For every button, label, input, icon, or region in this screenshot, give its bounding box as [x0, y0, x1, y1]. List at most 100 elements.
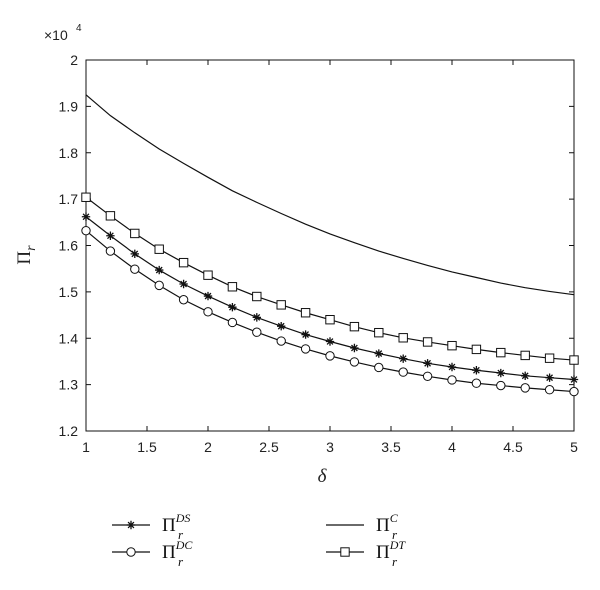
legend-label-sub: r [178, 554, 184, 569]
star-marker [374, 349, 383, 358]
square-marker [178, 257, 189, 268]
y-tick-label: 1.8 [59, 145, 79, 161]
star-marker [252, 313, 261, 322]
square-marker [81, 192, 91, 202]
y-scale-factor: ×10 4 [44, 23, 82, 43]
circle-marker [227, 317, 238, 328]
circle-marker [325, 351, 335, 361]
legend-label-main: Π [162, 542, 176, 563]
star-marker [277, 321, 286, 331]
circle-marker [496, 380, 506, 391]
x-tick-label: 4 [448, 439, 456, 455]
star-marker [155, 265, 164, 275]
legend-label-main: Π [376, 515, 390, 536]
square-marker [227, 282, 238, 292]
legend-entry-dt: ΠDT r [326, 538, 406, 569]
x-tick-label: 2.5 [259, 439, 279, 455]
star-marker [545, 373, 554, 382]
square-marker [252, 291, 262, 302]
legend-entry-dc: ΠDC r [112, 538, 193, 569]
y-axis-title-sub: r [24, 245, 39, 251]
circle-marker [105, 246, 116, 256]
star-marker [399, 354, 408, 363]
y-tick-label: 1.9 [59, 98, 79, 114]
star-marker [569, 375, 579, 384]
star-marker [203, 291, 213, 301]
legend-label: ΠC r [376, 511, 399, 542]
x-tick-label: 2 [204, 439, 212, 455]
y-tick-label: 1.7 [59, 191, 79, 207]
series-line [85, 230, 575, 393]
square-marker [203, 270, 213, 280]
y-tick-label: 1.3 [59, 377, 79, 393]
series-ds [81, 212, 579, 384]
y-axis-label: Πr [14, 245, 39, 265]
circle-marker [178, 295, 189, 305]
x-axis-title: δ [318, 466, 328, 487]
series-line [85, 196, 575, 361]
y-tick-label: 1.4 [59, 330, 79, 346]
circle-marker [154, 280, 164, 291]
circle-marker [471, 378, 482, 388]
circle-marker [276, 336, 286, 346]
star-marker [126, 520, 136, 530]
legend-label: ΠDC r [162, 538, 193, 569]
square-marker [496, 347, 506, 358]
plot-area: 1 1.5 2 2.5 3 3.5 4 4.5 5 1.2 1.3 1.4 1.5 1.6 1.7 1.8 1.… [59, 52, 579, 455]
square-marker [340, 547, 350, 557]
y-axis-title: Πr [14, 245, 39, 265]
legend-label-sup: DS [175, 511, 191, 525]
star-marker [301, 330, 310, 339]
square-marker [300, 308, 311, 318]
legend-label-sub: r [392, 527, 398, 542]
circle-marker [203, 307, 213, 317]
star-marker [228, 302, 237, 312]
legend-label-sub: r [392, 554, 398, 569]
ticks-layer: 1 1.5 2 2.5 3 3.5 4 4.5 5 1.2 1.3 1.4 1.5 1.6 1.7 1.8 1.… [59, 52, 579, 455]
y-scale-label: ×10 [44, 27, 68, 43]
square-marker [349, 321, 360, 332]
star-marker [350, 343, 359, 353]
legend-label-sup: DT [389, 538, 407, 552]
circle-marker [374, 362, 384, 373]
circle-marker [130, 264, 140, 274]
y-tick-label: 1.6 [59, 238, 79, 254]
square-marker [447, 340, 457, 351]
legend-entry-ds: ΠDS r [112, 511, 190, 542]
circle-marker [349, 357, 360, 367]
series-dt [81, 192, 579, 365]
legend-label-main: Π [376, 542, 390, 563]
circle-marker [81, 225, 91, 236]
star-marker [472, 366, 481, 375]
x-tick-label: 4.5 [503, 439, 523, 455]
y-scale-exponent: 4 [76, 23, 82, 34]
square-marker [569, 355, 579, 365]
square-marker [422, 337, 433, 347]
x-tick-label: 3 [326, 439, 334, 455]
circle-marker [398, 367, 408, 377]
y-tick-label: 1.2 [59, 423, 79, 439]
square-marker [105, 211, 116, 221]
star-marker [130, 249, 139, 259]
series-c [85, 94, 575, 296]
legend-entry-c: ΠC r [326, 511, 399, 542]
series-line [85, 94, 575, 296]
square-marker [374, 327, 384, 338]
square-marker [276, 300, 286, 310]
legend-label-main: Π [162, 515, 176, 536]
star-marker [447, 362, 457, 372]
legend-label-sub: r [178, 527, 184, 542]
star-marker [521, 371, 530, 381]
star-marker [179, 279, 188, 289]
x-tick-label: 3.5 [381, 439, 401, 455]
square-marker [520, 350, 530, 361]
star-marker [81, 212, 91, 221]
square-marker [544, 353, 555, 363]
square-marker [325, 315, 335, 325]
y-axis-title-main: Π [14, 251, 35, 265]
legend-label-sup: C [390, 511, 399, 525]
star-marker [325, 337, 335, 346]
legend-label: ΠDS r [162, 511, 190, 542]
x-tick-label: 5 [570, 439, 578, 455]
